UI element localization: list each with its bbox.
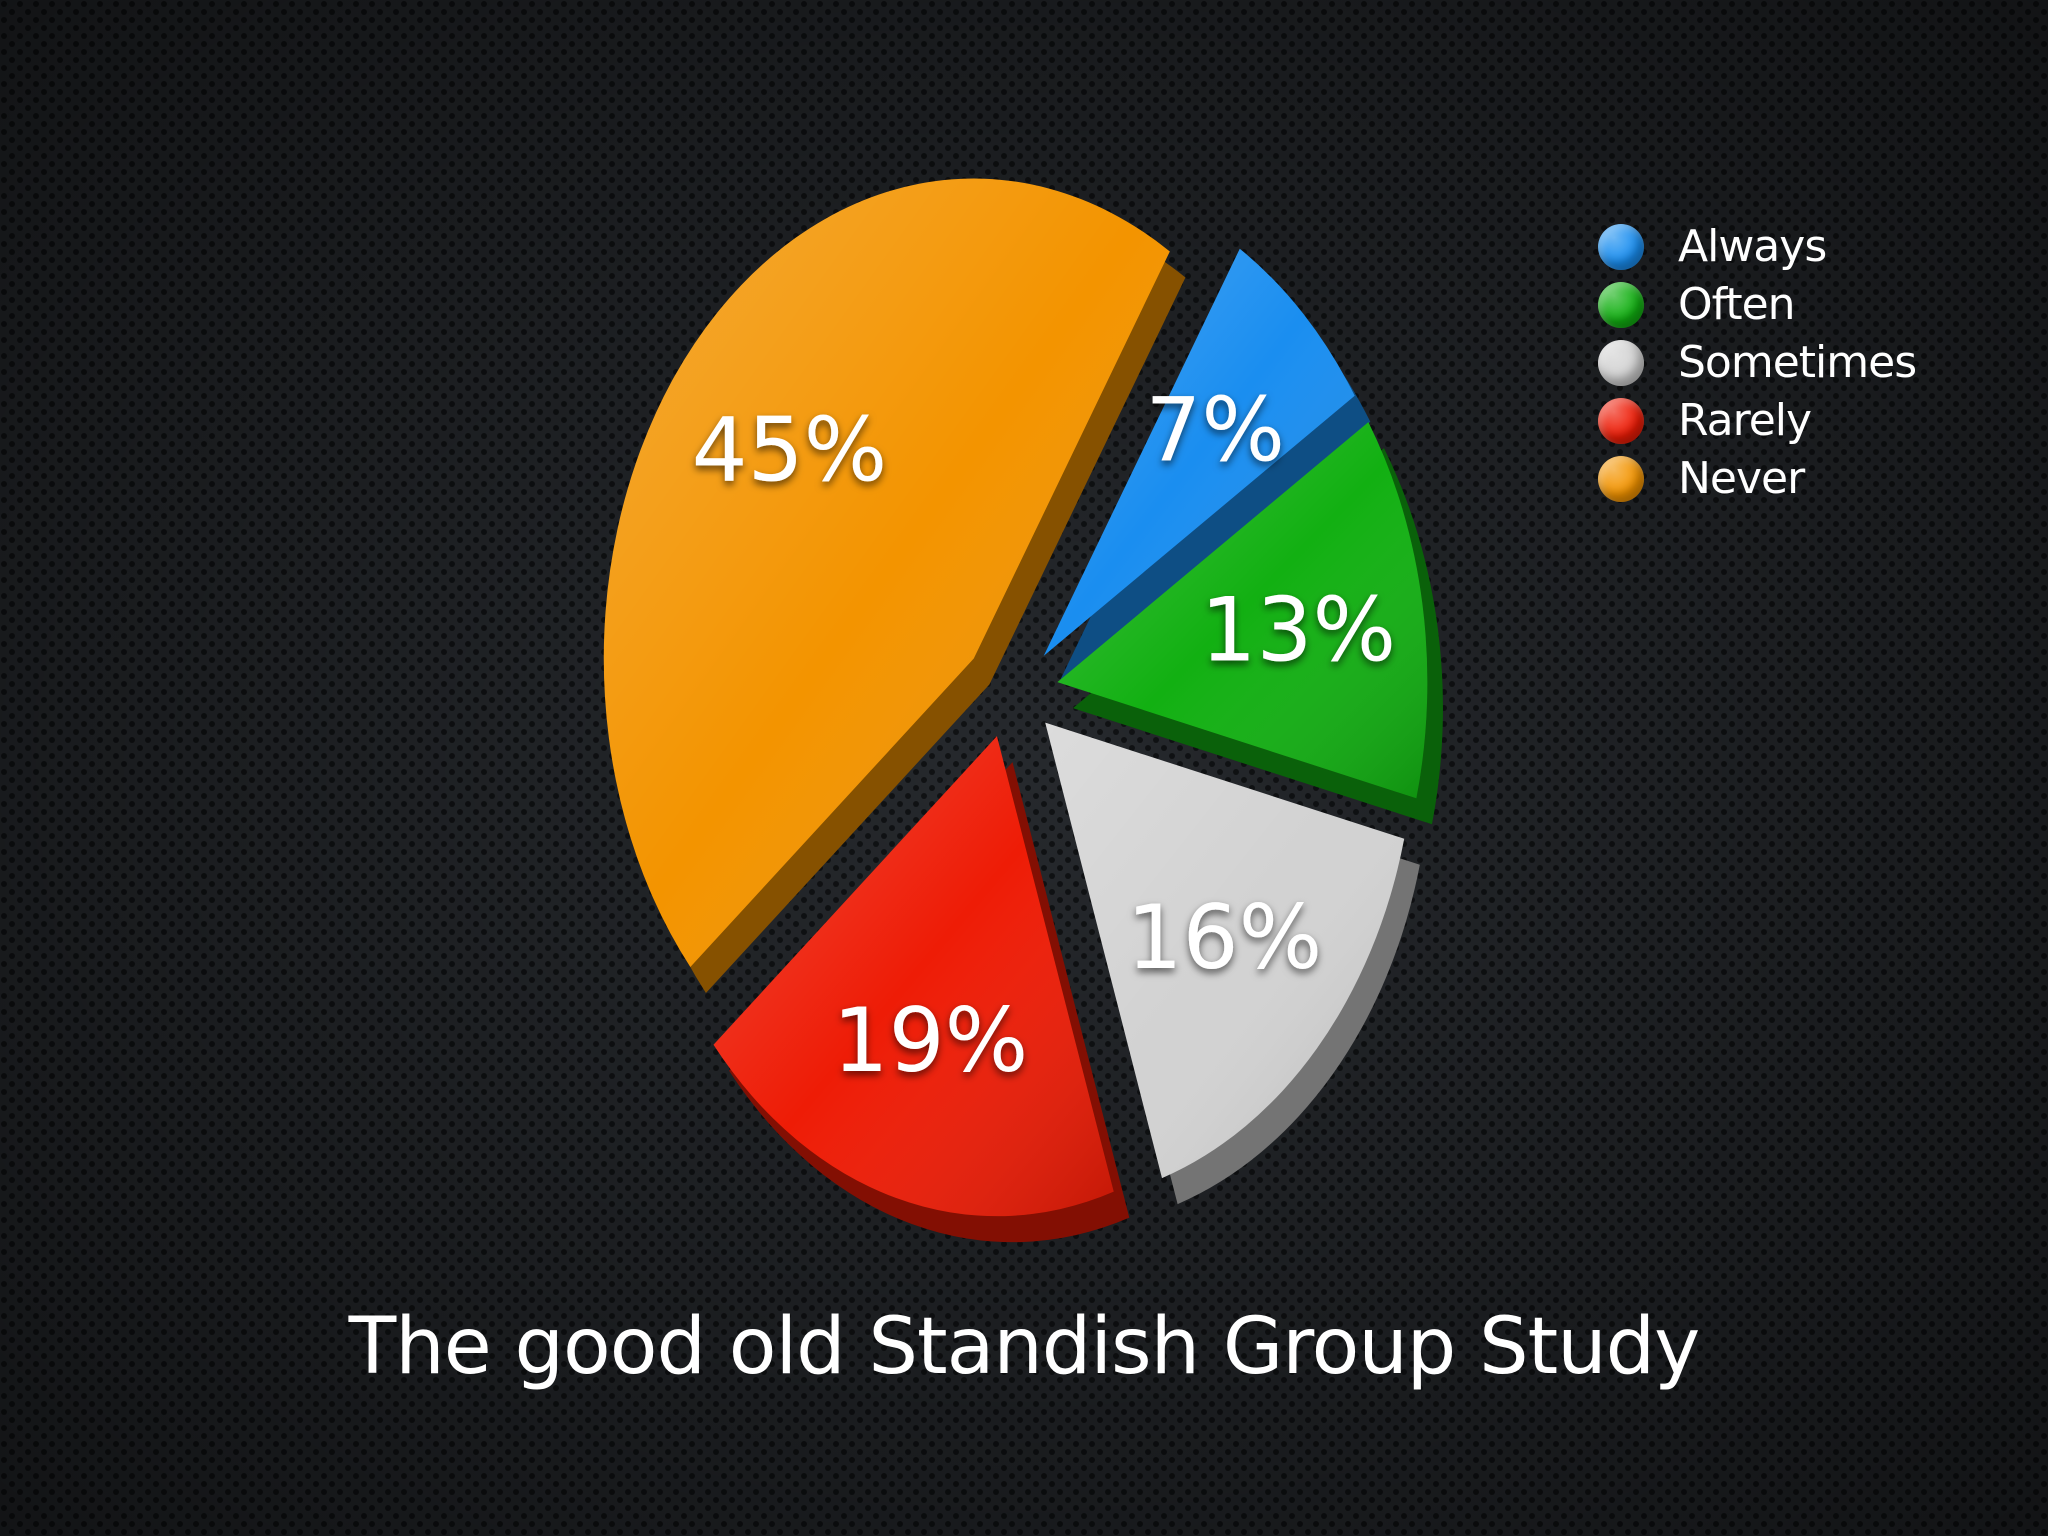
legend-item-often: Often bbox=[1598, 276, 1916, 334]
legend-item-never: Never bbox=[1598, 450, 1916, 508]
slice-label-sometimes: 16% bbox=[1127, 886, 1323, 989]
legend-label-sometimes: Sometimes bbox=[1678, 337, 1917, 388]
legend-label-never: Never bbox=[1678, 453, 1805, 504]
legend-item-sometimes: Sometimes bbox=[1598, 334, 1917, 392]
legend-swatch-never bbox=[1598, 456, 1644, 502]
legend-label-often: Often bbox=[1678, 279, 1796, 330]
slice-label-never: 45% bbox=[692, 399, 888, 502]
slice-label-rarely: 19% bbox=[833, 989, 1029, 1092]
legend-label-rarely: Rarely bbox=[1678, 395, 1812, 446]
pie-slice-sheen-rarely bbox=[713, 736, 1114, 1217]
legend-item-always: Always bbox=[1598, 218, 1916, 276]
legend-swatch-sometimes bbox=[1598, 340, 1644, 386]
legend-item-rarely: Rarely bbox=[1598, 392, 1916, 450]
pie-slice-sheen-always bbox=[1043, 248, 1355, 656]
legend-swatch-rarely bbox=[1598, 398, 1644, 444]
legend-label-always: Always bbox=[1678, 221, 1827, 272]
legend-swatch-often bbox=[1598, 282, 1644, 328]
legend: Always Often Sometimes Rarely Never bbox=[1598, 218, 1917, 508]
slice-label-always: 7% bbox=[1145, 378, 1285, 481]
pie-slice-sheen-often bbox=[1057, 422, 1428, 799]
pie-slice-sheen-never bbox=[603, 178, 1170, 968]
pie-slice-sheen-sometimes bbox=[1045, 722, 1405, 1179]
chart-title: The good old Standish Group Study bbox=[348, 1302, 1701, 1392]
slice-label-often: 13% bbox=[1200, 578, 1396, 681]
legend-swatch-always bbox=[1598, 224, 1644, 270]
